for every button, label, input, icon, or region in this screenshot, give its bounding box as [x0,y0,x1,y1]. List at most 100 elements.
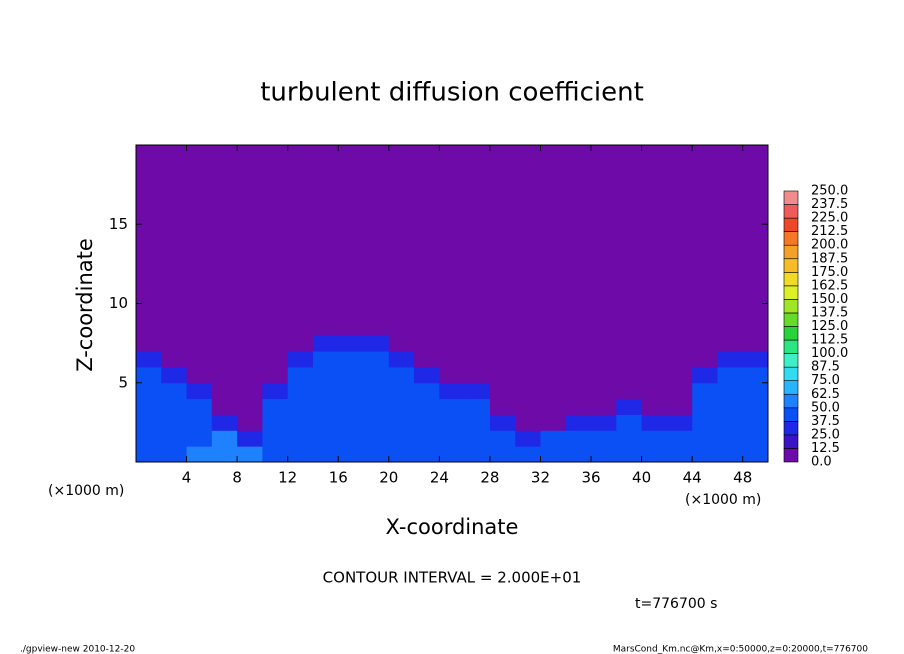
field-cell [338,382,365,400]
field-cell [540,382,567,400]
field-cell [742,414,769,431]
field-cell [237,382,263,400]
field-cell [666,382,693,400]
field-cell [262,335,289,352]
colorbar-box [783,285,799,300]
field-cell [616,398,643,415]
x-tick-label: 28 [480,469,499,487]
field-cell [540,366,567,384]
colorbar-box [783,299,799,314]
field-cell [439,366,466,384]
time-label: t=776700 s [635,596,717,612]
field-cell [211,351,238,368]
field-cell [742,446,769,463]
field-cell [388,351,415,368]
colorbar-box [783,366,799,381]
field-cell [742,382,769,400]
field-cell [489,351,516,368]
field-cell [312,351,339,368]
field-cell [439,430,466,447]
field-cell [692,351,718,368]
field-cell [489,382,516,400]
field-cell [666,366,693,384]
field-cell [742,351,769,368]
field-cell [338,430,365,447]
field-cell [692,335,718,352]
field-cell [338,398,365,415]
field-cell [591,446,617,463]
field-cell [692,446,718,463]
colorbar-box [783,380,799,395]
colorbar-box [783,271,799,287]
field-cell [742,398,769,415]
field-cell [565,335,592,352]
x-tick-label: 4 [182,469,192,487]
field-cell [136,351,162,368]
field-cell [439,414,466,431]
field-cell [591,335,617,352]
field-cell [641,398,668,415]
colorbar-box [783,353,799,368]
field-cell [464,414,491,431]
field-cell [186,430,213,447]
field-cell [161,414,188,431]
y-tick-label: 15 [109,215,128,233]
field-cell [591,351,617,368]
field-cell [742,335,769,352]
field-cell [565,430,592,447]
field-cell [565,366,592,384]
colorbar-label: 62.5 [811,387,840,402]
colorbar-label: 37.5 [811,414,840,429]
colorbar-label: 250.0 [811,184,848,199]
colorbar-box [783,231,799,246]
field-cell [540,414,567,431]
field-cell [186,446,213,463]
field-cell [186,351,213,368]
field-cell [616,446,643,463]
field-cell [717,382,744,400]
field-cell [312,414,339,431]
field-cell [489,446,516,463]
field-cell [363,366,390,384]
field-cell [515,446,541,463]
field-cell [464,382,491,400]
field-cell [641,366,668,384]
x-tick-label: 20 [379,469,398,487]
colorbar-label: 125.0 [811,319,848,334]
field-cell [565,398,592,415]
field-cell [262,351,289,368]
field-cell [262,414,289,431]
field-cell [717,398,744,415]
colorbar-label: 50.0 [811,400,840,415]
field-cell [287,430,314,447]
field-cell [692,366,718,384]
field-cell [565,351,592,368]
colorbar-label: 200.0 [811,238,848,253]
field-cell [591,382,617,400]
x-axis-label: X-coordinate [386,515,519,539]
field-cell [717,414,744,431]
field-cell [287,351,314,368]
field-cell [414,430,440,447]
y-unit-label: (×1000 m) [48,483,124,499]
colorbar-label: 150.0 [811,292,848,307]
colorbar-label: 212.5 [811,224,848,239]
field-cell [338,351,365,368]
field-cell [717,430,744,447]
colorbar-box [783,258,799,273]
field-cell [641,430,668,447]
field-cell [641,335,668,352]
field-cell [414,366,440,384]
field-cell [161,335,188,352]
colorbar-label: 112.5 [811,333,848,348]
x-tick-label: 40 [632,469,651,487]
field-cell [211,414,238,431]
field-cell [540,446,567,463]
field-cell [136,366,162,384]
colorbar-label: 12.5 [811,441,840,456]
field-cell [616,382,643,400]
field-cell [388,430,415,447]
chart-title: turbulent diffusion coefficient [260,78,644,108]
field-cell [742,430,769,447]
field-cell [262,366,289,384]
